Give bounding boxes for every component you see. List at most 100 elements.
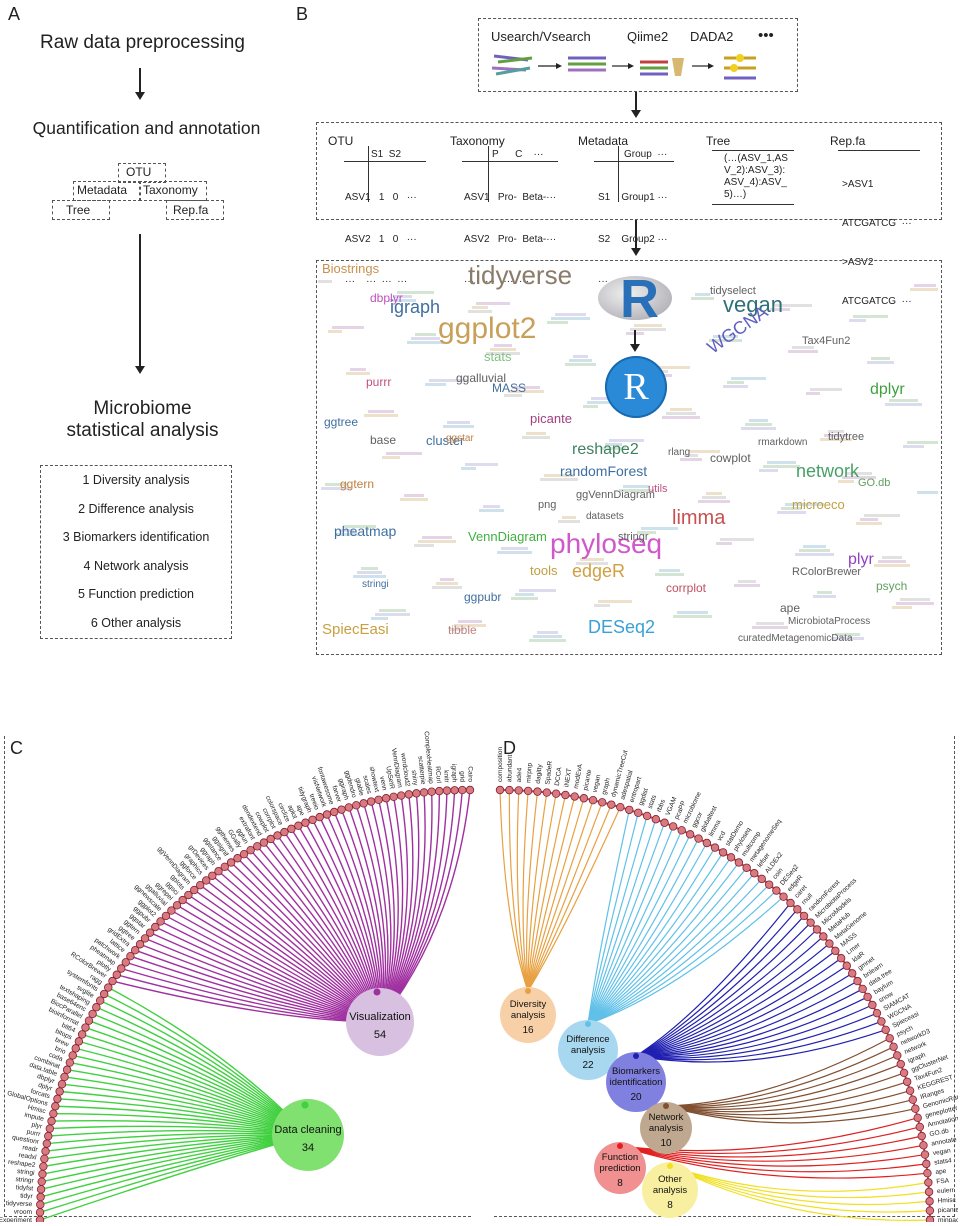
wordcloud-filler-mark [900, 598, 930, 601]
wordcloud-filler-mark [745, 423, 772, 426]
leaf-node [135, 940, 145, 949]
leaf-node [924, 1178, 933, 1187]
wordcloud-filler-mark [659, 569, 680, 572]
leaf-node [239, 849, 249, 859]
tool-qiime2: Qiime2 [627, 29, 669, 44]
arrow-down-b2 [632, 220, 640, 256]
otu-table-rows: ASV1 1 0 ··· ASV2 1 0 ··· ··· ··· ··· ··… [345, 163, 417, 303]
table-row: ATCGATCG ··· [842, 296, 912, 307]
leaf-node [806, 918, 815, 927]
wordcloud-filler-mark [691, 297, 714, 300]
wordcloud-word: tidytree [828, 431, 865, 443]
wordcloud-box [316, 260, 942, 655]
wordcloud-word: Tax4Fun2 [802, 335, 851, 347]
leaf-node [668, 822, 678, 831]
dendrogram-branch [669, 1165, 930, 1199]
hub-anchor [301, 1101, 309, 1109]
wordcloud-word: igraph [390, 297, 441, 317]
leaf-node [81, 1023, 90, 1032]
leaf-node [42, 1139, 52, 1148]
dendrogram-branch [587, 890, 777, 1025]
leaf-label: iNEXT [563, 768, 573, 788]
tree-label: Tree [66, 203, 91, 217]
wordcloud-word: tidyselect [710, 285, 756, 297]
tree-box [52, 200, 110, 220]
wordcloud-filler-mark [447, 421, 470, 424]
leaf-node [598, 798, 607, 807]
hub-name: analysis [511, 1010, 546, 1021]
dendrogram-branch [587, 872, 755, 1025]
hub-name: Diversity [510, 999, 547, 1010]
dendrogram-branch [635, 965, 848, 1057]
leaf-node [140, 934, 150, 943]
leaf-node [812, 925, 822, 934]
wordcloud-filler-mark [472, 306, 488, 309]
leaf-node [877, 1017, 886, 1026]
wordcloud-filler-mark [864, 514, 900, 517]
leaf-node [195, 880, 205, 890]
wordcloud-word: MicrobiotaProcess [788, 616, 871, 627]
taxonomy-table-rule [462, 161, 558, 162]
r-logo-round: R [605, 356, 667, 418]
leaf-node [419, 788, 429, 797]
leaf-node [917, 1131, 926, 1141]
leaf-node [450, 786, 459, 795]
dendrogram-branch [665, 1105, 916, 1124]
leaf-label: eulerr [937, 1187, 955, 1195]
wordcloud-filler-mark [655, 573, 684, 576]
hub-count: 10 [660, 1138, 672, 1149]
wordcloud-filler-mark [583, 405, 598, 408]
wordcloud-filler-mark [483, 505, 500, 508]
leaf-label: ape [295, 804, 306, 817]
dendrogram-branch [587, 867, 748, 1025]
wordcloud-word: MASS [492, 381, 527, 395]
leaf-label: gtable [354, 777, 365, 796]
wordcloud-filler-mark [601, 447, 626, 450]
metadata-label: Metadata [77, 183, 128, 197]
step-statistical-line1: Microbiome [93, 398, 192, 419]
leaf-label: SpadeR [544, 760, 554, 785]
step-raw-preprocessing: Raw data preprocessing [40, 32, 245, 53]
leaf-node [57, 1080, 67, 1089]
wordcloud-word: GO.db [858, 477, 891, 489]
otu-box [118, 163, 166, 183]
dendrogram-branch [635, 922, 812, 1057]
leaf-node [607, 800, 616, 809]
table-row: ASV1 Pro- Beta-··· [464, 192, 557, 203]
tree-rule-top [712, 150, 794, 151]
leaf-node [908, 1095, 918, 1104]
leaf-node [412, 789, 421, 798]
wordcloud-filler-mark [917, 491, 938, 494]
leaf-node [853, 976, 862, 986]
leaf-node [896, 1059, 905, 1069]
leaf-node [899, 1068, 909, 1078]
leaf-label: impute [24, 1112, 45, 1123]
leaf-node [702, 838, 712, 848]
taxonomy-table-divider [488, 146, 489, 202]
hub-name: Difference [566, 1034, 609, 1045]
leaf-node [570, 792, 579, 801]
leaf-node [35, 1208, 45, 1217]
leaf-node [825, 939, 834, 948]
analysis-item: 6 Other analysis [90, 615, 182, 630]
hub-name: Visualization [349, 1011, 411, 1023]
wordcloud-filler-mark [828, 430, 844, 433]
leaf-node [579, 794, 589, 803]
wordcloud-filler-mark [386, 452, 422, 455]
dendrogram-branch [587, 812, 639, 1025]
wordcloud-word: tibble [448, 623, 477, 637]
analysis-item: 3 Biomarkers identification [62, 530, 210, 544]
leaf-node [634, 808, 643, 818]
wordcloud-filler-mark [454, 624, 486, 627]
table-row: >ASV2 [842, 257, 874, 268]
dendrogram-branch [635, 972, 853, 1057]
table-row: ASV2 Pro- Beta-··· [464, 234, 557, 245]
wordcloud-filler-mark [741, 427, 776, 430]
wordcloud-filler-mark [325, 483, 348, 486]
leaf-node [465, 785, 475, 795]
panel-label-c: C [10, 738, 23, 758]
wordcloud-word: purrr [366, 375, 392, 389]
leaf-node [39, 1162, 48, 1171]
leaf-node [287, 824, 296, 834]
table-row: S1 Group1 ··· [598, 192, 668, 203]
